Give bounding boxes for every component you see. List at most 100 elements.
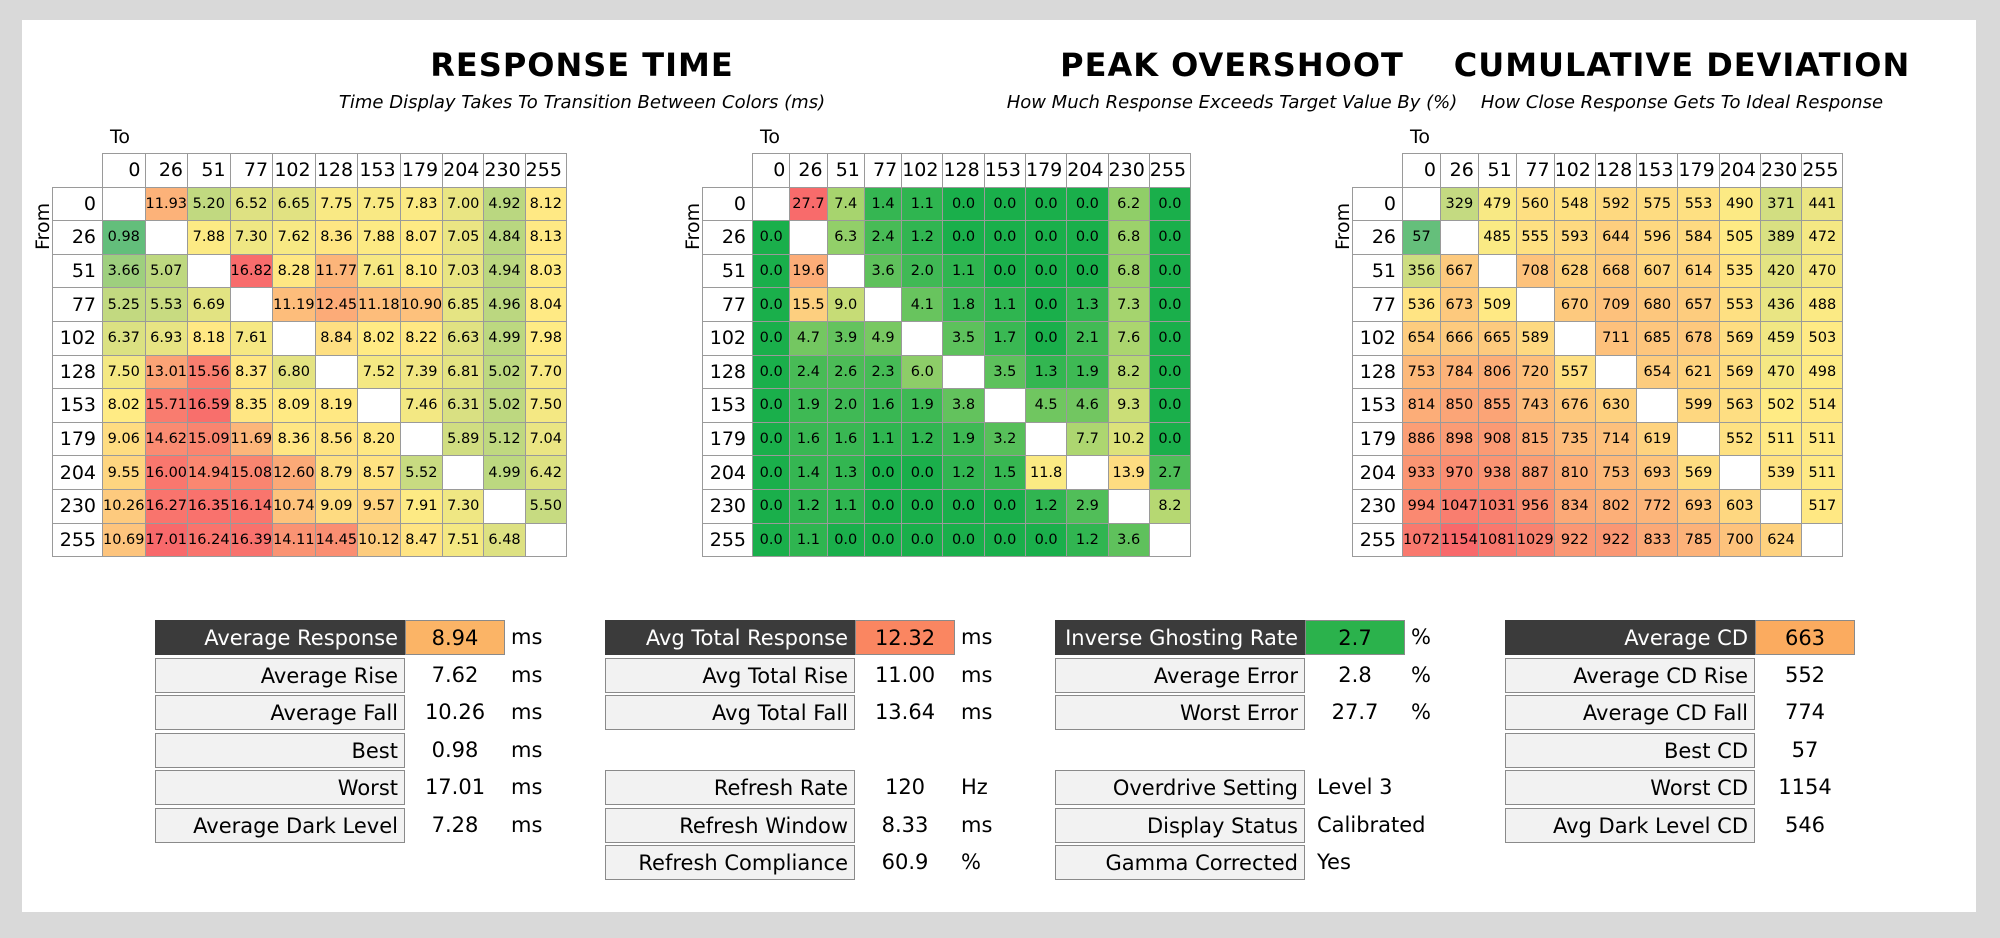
row-header-0: 0 [1352, 186, 1403, 222]
heatmap-cell: 9.57 [357, 488, 401, 524]
heatmap-cell: 8.79 [314, 455, 359, 490]
results-panel: RESPONSE TIME Time Display Takes To Tran… [22, 20, 1976, 912]
column-header-77: 77 [1515, 153, 1555, 188]
heatmap-cell: 0.0 [1148, 287, 1192, 322]
heatmap-cell: 9.09 [314, 488, 359, 524]
heatmap-cell: 4.99 [483, 320, 526, 356]
heatmap-cell: 557 [1553, 354, 1596, 390]
heatmap-cell [826, 253, 865, 289]
stat-value: 0.98 [431, 737, 479, 762]
heatmap-cell: 16.00 [144, 455, 189, 490]
heatmap-cell [789, 220, 828, 255]
heatmap-cell: 509 [1477, 287, 1517, 322]
column-header-230: 230 [1107, 153, 1150, 188]
stat-label: Inverse Ghosting Rate [1055, 620, 1305, 655]
row-header-102: 102 [1352, 320, 1403, 356]
heatmap-cell: 5.02 [483, 354, 526, 390]
heatmap-cell: 0.0 [1148, 388, 1192, 423]
heatmap-cell: 11.18 [357, 287, 401, 322]
heatmap-cell [144, 220, 189, 255]
heatmap-cell: 12.45 [314, 287, 359, 322]
heatmap-row: 255 1072 1154 1081 1029 922 922 833 785 700 624 [1352, 522, 1844, 558]
heatmap-cell: 0.0 [1024, 320, 1068, 356]
heatmap-cell: 4.9 [863, 320, 903, 356]
heatmap-cell: 693 [1636, 455, 1679, 490]
heatmap-cell: 0.0 [942, 220, 985, 255]
heatmap-cell [102, 186, 146, 222]
heatmap-cell: 1.9 [789, 388, 828, 423]
heatmap-cell: 994 [1402, 488, 1441, 524]
row-header-204: 204 [1352, 455, 1403, 490]
heatmap-cell: 603 [1718, 488, 1761, 524]
heatmap-cell: 711 [1594, 320, 1638, 356]
stat-value: 13.64 [874, 700, 936, 724]
column-header-102: 102 [901, 153, 944, 188]
stat-unit: ms [511, 737, 543, 762]
heatmap-row: 128 753 784 806 720 557 654 621 569 470 498 [1352, 354, 1844, 390]
heatmap-cell: 1.2 [1024, 488, 1068, 524]
heatmap-cell: 1.2 [942, 455, 985, 490]
row-header-26: 26 [702, 220, 753, 255]
heatmap-cell: 614 [1677, 253, 1720, 289]
heatmap-cell: 5.52 [399, 455, 444, 490]
heatmap-row: 204 9.55 16.00 14.94 15.08 12.60 8.79 8.57 5.52 4… [52, 455, 567, 490]
heatmap-cell: 8.12 [524, 186, 567, 222]
heatmap-cell: 8.56 [314, 421, 359, 457]
stat-value: 2.7 [1305, 620, 1405, 655]
heatmap-cell: 511 [1801, 455, 1844, 490]
row-header-255: 255 [702, 522, 753, 558]
heatmap-cell: 7.46 [399, 388, 444, 423]
heatmap-cell: 0.0 [1148, 320, 1192, 356]
heatmap-cell: 15.71 [144, 388, 189, 423]
heatmap-row: 153 814 850 855 743 676 630 599 563 502 514 [1352, 388, 1844, 423]
heatmap-cell: 0.0 [1024, 186, 1068, 222]
stat-value: 7.28 [431, 812, 479, 837]
heatmap-cell: 693 [1677, 488, 1720, 524]
heatmap-cell: 0.0 [1066, 186, 1109, 222]
heatmap-cell: 1.3 [1024, 354, 1068, 390]
heatmap-cell [1024, 421, 1068, 457]
heatmap-cell: 0.0 [1024, 522, 1068, 558]
heatmap-cell: 666 [1439, 320, 1479, 356]
heatmap-cell: 1.1 [789, 522, 828, 558]
column-header-255: 255 [1148, 153, 1192, 188]
heatmap-cell: 517 [1801, 488, 1844, 524]
heatmap-cell: 4.84 [483, 220, 526, 255]
row-header-51: 51 [1352, 253, 1403, 289]
heatmap-cell: 575 [1636, 186, 1679, 222]
heatmap-cell: 0.0 [751, 253, 791, 289]
heatmap-cell: 1.1 [901, 186, 944, 222]
heatmap-cell: 472 [1801, 220, 1844, 255]
heatmap-row: 77 0.0 15.5 9.0 4.1 1.8 1.1 0.0 1.3 7.3 0.0 [702, 287, 1192, 322]
heatmap-cell: 0.0 [751, 388, 791, 423]
heatmap-cell: 0.0 [863, 522, 903, 558]
heatmap-cell: 0.0 [751, 488, 791, 524]
heatmap-cell: 1072 [1402, 522, 1441, 558]
heatmap-cell: 0.0 [1148, 220, 1192, 255]
heatmap-cell: 0.0 [751, 455, 791, 490]
stat-value: 7.62 [431, 662, 479, 687]
row-header-179: 179 [702, 421, 753, 457]
heatmap-cell: 1.1 [983, 287, 1026, 322]
heatmap-cell: 8.37 [229, 354, 274, 390]
heatmap-cell: 834 [1553, 488, 1596, 524]
heatmap-row: 230 0.0 1.2 1.1 0.0 0.0 0.0 0.0 1.2 2.9 8.2 [702, 488, 1192, 524]
heatmap-cell: 8.84 [314, 320, 359, 356]
heatmap-cell: 922 [1594, 522, 1638, 558]
stat-unit: ms [511, 625, 543, 649]
heatmap-cell: 1.6 [863, 388, 903, 423]
heatmap-cell: 15.09 [187, 421, 231, 457]
heatmap-cell: 2.1 [1066, 320, 1109, 356]
column-header-153: 153 [1636, 153, 1679, 188]
stat-label: Refresh Window [605, 807, 855, 843]
heatmap-cell: 2.4 [863, 220, 903, 255]
heatmap-cell: 0.0 [901, 455, 944, 490]
heatmap-cell: 7.04 [524, 421, 567, 457]
heatmap-cell: 0.0 [1148, 253, 1192, 289]
heatmap-cell [1801, 522, 1844, 558]
heatmap-cell: 7.03 [442, 253, 485, 289]
heatmap-cell: 9.3 [1107, 388, 1150, 423]
heatmap-cell: 628 [1553, 253, 1596, 289]
heatmap-cell: 700 [1718, 522, 1761, 558]
stat-value: 1154 [1778, 775, 1832, 799]
